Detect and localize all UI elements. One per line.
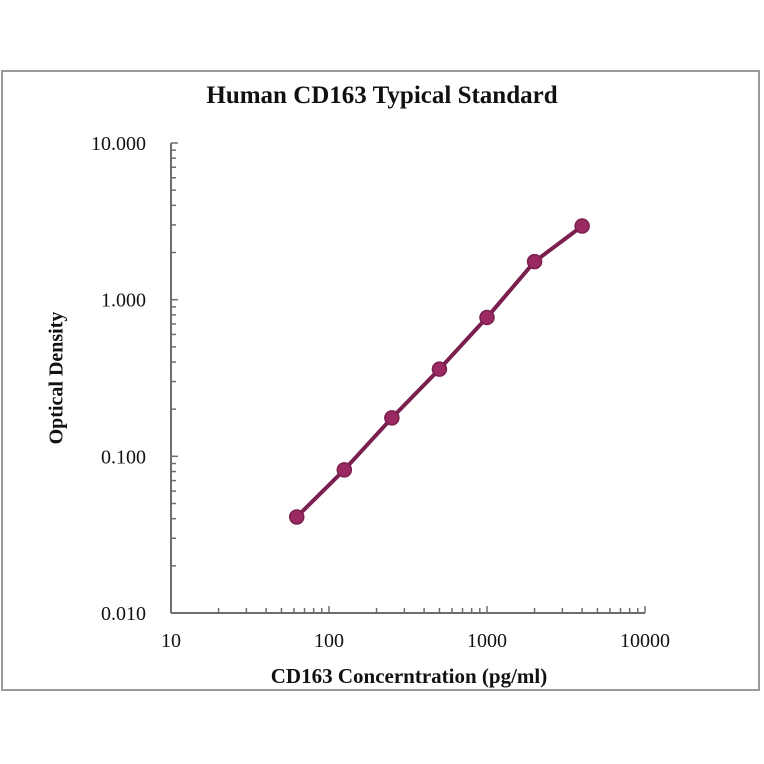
data-point-marker: [526, 253, 543, 270]
x-tick-label: 1000: [467, 630, 507, 652]
x-tick-label: 10: [161, 630, 181, 652]
x-axis-label: CD163 Concerntration (pg/ml): [270, 664, 548, 688]
data-point-marker: [431, 361, 448, 377]
y-tick-label: 1.000: [101, 290, 146, 312]
y-tick-label: 0.100: [101, 446, 146, 468]
data-point-marker: [574, 218, 590, 234]
data-point-marker: [384, 410, 400, 426]
y-tick-label: 10.000: [91, 133, 146, 155]
chart-frame: [1, 70, 760, 691]
x-tick-label: 10000: [620, 630, 670, 652]
data-point-marker: [479, 309, 495, 326]
x-tick-label: 100: [314, 630, 344, 652]
data-point-marker: [288, 509, 305, 525]
chart-title: Human CD163 Typical Standard: [206, 82, 558, 109]
data-point-marker: [336, 462, 353, 478]
y-tick-label: 0.010: [101, 603, 146, 625]
